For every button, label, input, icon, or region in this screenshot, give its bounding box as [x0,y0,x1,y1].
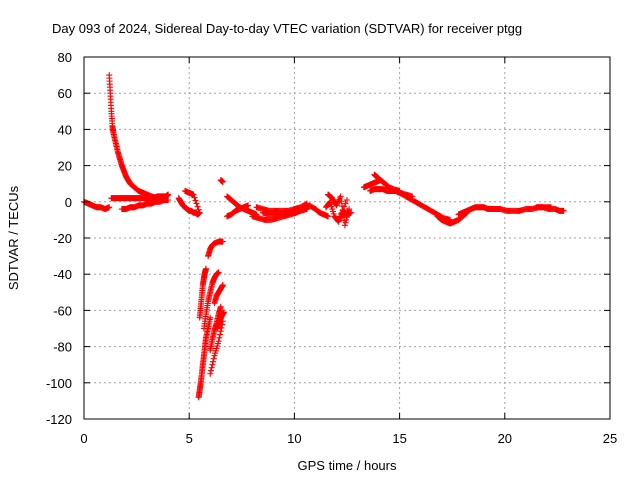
data-point [304,206,311,213]
data-point [337,193,344,200]
data-point [338,210,345,217]
x-tick-label: 15 [392,431,406,446]
series-arc-drop-1 [195,314,214,401]
data-point [342,200,349,207]
series-arc-isolated [217,177,226,185]
data-point [215,338,222,345]
series-arc-drop-3 [200,269,222,332]
x-tick-label: 25 [603,431,617,446]
series-arc-seven-b [224,202,252,220]
series-arc-mid-b [118,196,172,213]
series-arc-drop-5 [205,238,226,260]
series-arc-fifteen [396,189,454,223]
data-point [219,321,226,328]
data-point [106,204,113,211]
y-tick-label: 20 [58,159,72,174]
x-tick-label: 5 [186,431,193,446]
data-point [203,265,210,272]
x-tick-label: 10 [287,431,301,446]
series-arc-mid-a [108,191,172,202]
data-point [191,194,198,201]
x-tick-label: 0 [80,431,87,446]
data-point [217,303,224,310]
data-point [216,334,223,341]
data-point [219,282,226,289]
data-point [336,213,343,220]
data-point [325,213,332,220]
data-point [210,358,217,365]
series-arc-fourteen-c [371,171,382,182]
y-axis-label: SDTVAR / TECUs [6,185,21,290]
x-tick-label: 20 [498,431,512,446]
data-point [219,178,226,185]
y-tick-label: 80 [58,50,72,65]
x-axis: 0 5 10 15 20 25 [80,57,617,446]
series-arc-scatter-12 [325,191,353,229]
data-point [342,219,349,226]
data-point [215,269,222,276]
data-point [219,318,226,325]
data-marks [81,72,567,401]
data-point [219,238,226,245]
data-point [335,216,342,223]
data-point [207,314,214,321]
data-point [218,324,225,331]
data-point [210,355,217,362]
data-point [165,191,172,198]
y-tick-label: -40 [53,267,72,282]
data-point [181,187,188,194]
y-tick-label: 60 [58,86,72,101]
y-tick-label: -20 [53,231,72,246]
y-axis: -120 -100 -80 -60 -40 -20 0 20 40 60 80 [46,50,610,427]
data-point [193,200,200,207]
y-tick-label: -100 [46,376,72,391]
data-point [192,197,199,204]
data-point [344,196,350,203]
y-tick-label: -60 [53,303,72,318]
data-point [375,175,382,182]
data-point [208,364,215,371]
data-point [196,209,203,216]
data-point [302,201,309,208]
series-arc-nine-b [253,200,311,214]
data-point [217,328,224,335]
data-point [348,209,355,216]
data-point [195,206,202,213]
data-point [194,203,201,210]
series-arc-late [533,204,567,214]
y-tick-label: 0 [65,195,72,210]
grid [84,57,610,419]
series-arc-five [175,187,203,218]
data-point [560,207,567,214]
data-point [344,214,350,221]
series-arc-drop-6 [211,282,226,307]
data-point [209,361,216,368]
y-tick-label: -120 [46,412,72,427]
data-point [341,203,348,210]
data-point [207,367,214,374]
data-point [338,198,345,205]
data-point [341,222,348,229]
series-arc-drop-2 [196,265,210,321]
data-point [245,202,252,209]
series-arc-eleven [306,202,332,220]
series-arc-drop-8 [207,318,226,377]
data-point [339,206,346,213]
series-arc-drop-7 [214,309,227,332]
y-tick-label: 40 [58,122,72,137]
y-tick-label: -80 [53,340,72,355]
x-axis-label: GPS time / hours [298,458,397,473]
data-point [345,208,352,215]
data-point [207,370,214,377]
data-point [165,196,172,203]
series-arc-nine-c [259,206,311,218]
data-point [343,216,350,223]
data-point [217,331,224,338]
data-point [220,309,227,316]
chart-title: Day 093 of 2024, Sidereal Day-to-day VTE… [52,21,522,36]
